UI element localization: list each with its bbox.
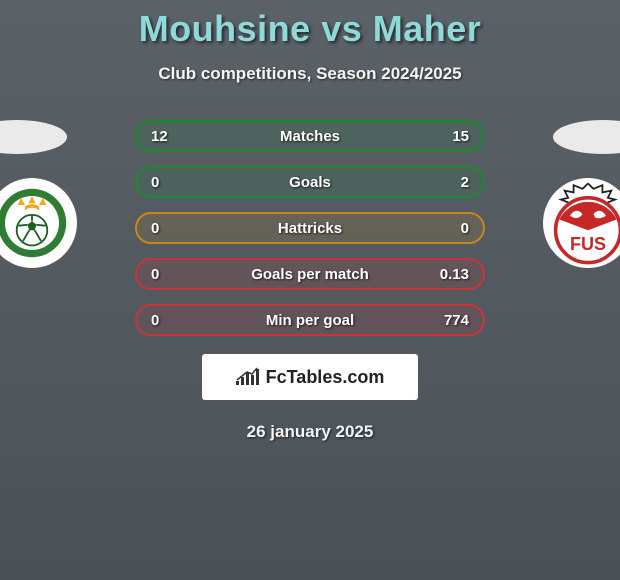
main-row: 12 Matches 15 0 Goals 2 0 Hattricks 0 0 Goals per … [0,120,620,336]
club-crest-right-svg: FUS [543,178,620,268]
branding-text: FcTables.com [266,367,385,388]
stat-right-value: 15 [433,128,469,145]
stat-label: Min per goal [266,312,354,329]
stat-label: Goals [289,174,331,191]
comparison-card: Mouhsine vs Maher Club competitions, Sea… [0,0,620,442]
stat-row: 0 Hattricks 0 [135,212,485,244]
stat-left-value: 12 [151,128,187,145]
stat-row: 0 Goals 2 [135,166,485,198]
left-column [17,120,117,268]
stat-label: Matches [280,128,340,145]
stat-label: Hattricks [278,220,342,237]
stat-right-value: 0 [433,220,469,237]
right-column: FUS [503,120,603,268]
stat-left-value: 0 [151,266,187,283]
bar-chart-icon [236,367,260,387]
club-crest-left [0,178,77,268]
stat-row: 0 Goals per match 0.13 [135,258,485,290]
branding-badge: FcTables.com [202,354,418,400]
subtitle: Club competitions, Season 2024/2025 [0,64,620,84]
stat-left-value: 0 [151,174,187,191]
stat-row: 0 Min per goal 774 [135,304,485,336]
svg-text:FUS: FUS [570,234,606,254]
date-label: 26 january 2025 [0,422,620,442]
stat-label: Goals per match [251,266,369,283]
stat-left-value: 0 [151,312,187,329]
stat-right-value: 774 [433,312,469,329]
stat-right-value: 0.13 [433,266,469,283]
stat-right-value: 2 [433,174,469,191]
club-crest-left-svg [0,178,77,268]
club-crest-right: FUS [543,178,620,268]
stat-row: 12 Matches 15 [135,120,485,152]
country-oval-left [0,120,67,154]
stat-left-value: 0 [151,220,187,237]
country-oval-right [553,120,620,154]
stats-list: 12 Matches 15 0 Goals 2 0 Hattricks 0 0 Goals per … [135,120,485,336]
page-title: Mouhsine vs Maher [0,8,620,50]
